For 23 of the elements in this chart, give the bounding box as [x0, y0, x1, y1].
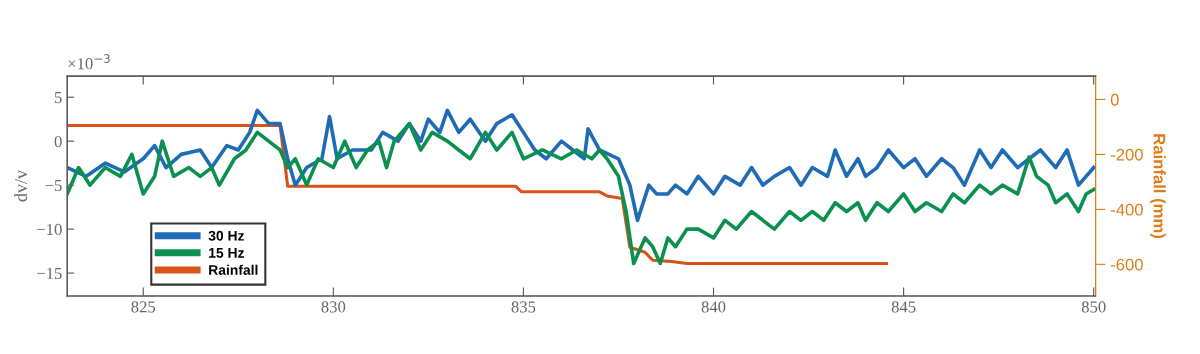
x-tick-label: 830	[321, 301, 346, 313]
line-series	[67, 121, 1096, 266]
text: ×10$^{−3}$	[68, 54, 110, 70]
y2-tick-label: -600	[1110, 258, 1143, 271]
x-tick-label: 850	[1081, 301, 1106, 313]
y2-tick-label: 0	[1110, 93, 1119, 106]
y2-axis-title: Rainfall (mm)	[1150, 134, 1166, 238]
y-tick-label: 5	[54, 92, 62, 104]
y2-tick-label: -200	[1110, 148, 1143, 161]
legend-label: 30 Hz	[208, 230, 244, 241]
y-tick-label: −5	[45, 180, 62, 192]
y-axis-title: dv/v	[14, 169, 28, 202]
x-tick-label: 840	[701, 301, 726, 313]
y-tick-label: −10	[37, 223, 62, 236]
legend-label: 15 Hz	[209, 248, 244, 258]
y2-tick-label: -400	[1110, 203, 1143, 216]
y-tick-label: 0	[54, 135, 62, 148]
x-tick-label: 835	[511, 301, 536, 313]
x-tick-label: 845	[891, 301, 916, 313]
y-tick-label: −15	[37, 267, 62, 280]
line-series	[67, 108, 1096, 223]
x-tick-label: 825	[131, 301, 156, 313]
legend-label: Rainfall	[209, 264, 258, 275]
